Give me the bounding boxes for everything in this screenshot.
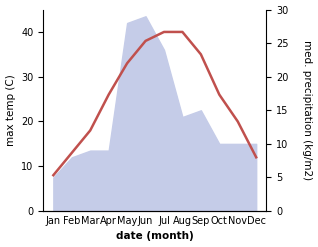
Y-axis label: med. precipitation (kg/m2): med. precipitation (kg/m2)	[302, 40, 313, 180]
X-axis label: date (month): date (month)	[116, 231, 194, 242]
Y-axis label: max temp (C): max temp (C)	[5, 74, 16, 146]
